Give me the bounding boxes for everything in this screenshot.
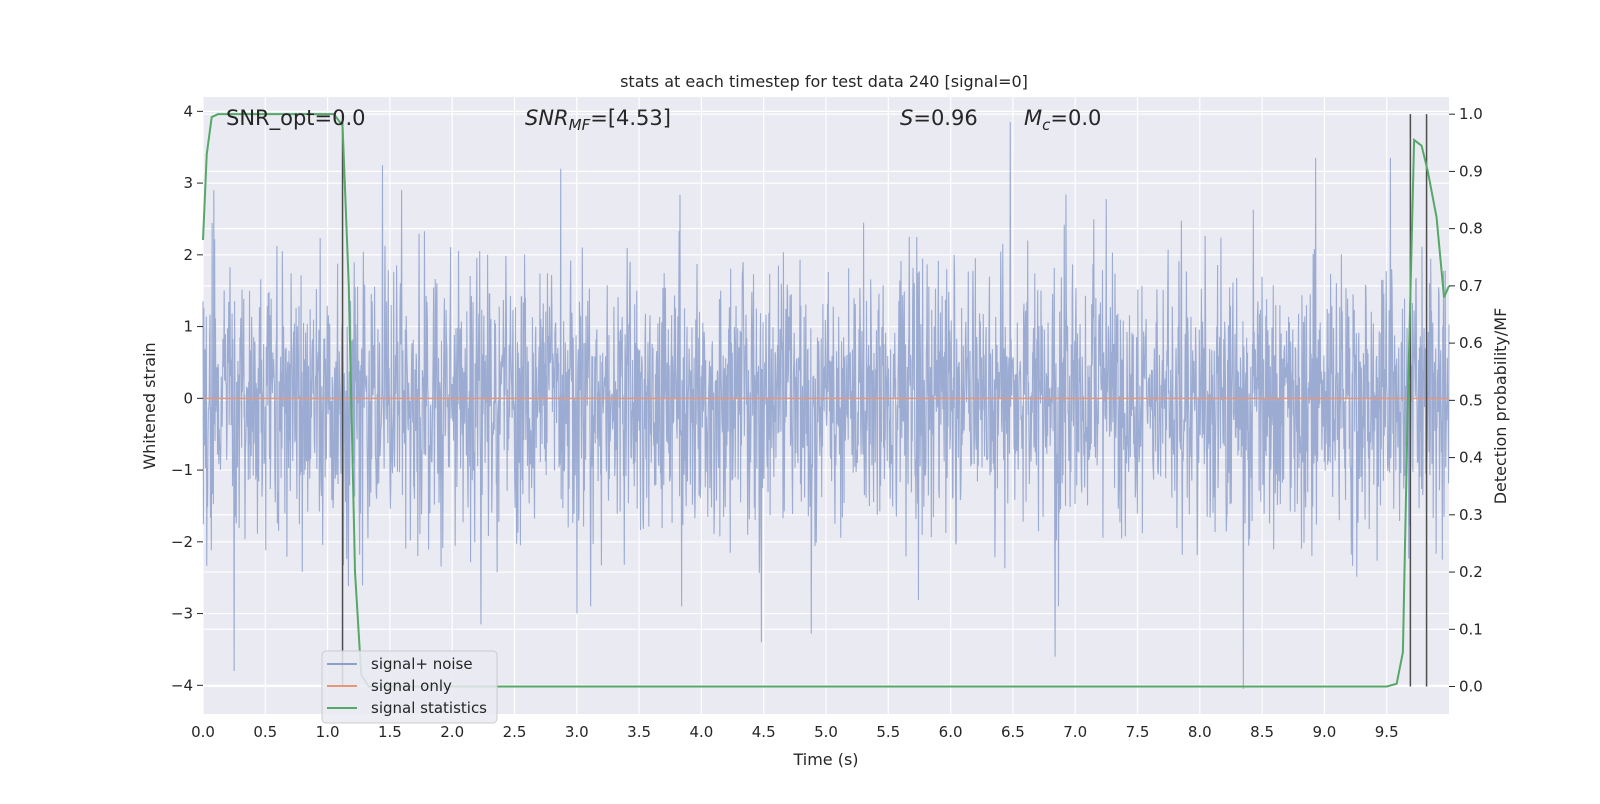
x-tick-label: 6.0 xyxy=(939,723,963,741)
left-axis-ticks: 4 3 2 1 0 −1 −2 −3 −4 xyxy=(171,102,203,694)
legend: signal+ noise signal only signal statist… xyxy=(321,650,498,724)
y2-tick-label: 0.7 xyxy=(1459,277,1483,295)
legend-box xyxy=(321,650,498,724)
x-tick-label: 2.5 xyxy=(503,723,527,741)
x-tick-label: 1.5 xyxy=(378,723,402,741)
x-tick-label: 7.5 xyxy=(1126,723,1150,741)
y-tick-label: 1 xyxy=(183,318,193,336)
signal-plus-noise-line xyxy=(202,122,1450,689)
annotation-mc-sub: c xyxy=(1042,116,1051,134)
x-tick-label: 3.0 xyxy=(565,723,589,741)
x-tick-label: 4.5 xyxy=(752,723,776,741)
y2-tick-label: 0.1 xyxy=(1459,620,1483,638)
y2-tick-label: 0.0 xyxy=(1459,678,1483,696)
y-tick-label: −2 xyxy=(171,533,193,551)
x-tick-label: 0.5 xyxy=(253,723,277,741)
y-tick-label: −3 xyxy=(171,605,193,623)
x-tick-label: 8.0 xyxy=(1188,723,1212,741)
y2-axis-label: Detection probability/MF xyxy=(1491,308,1510,505)
x-tick-label: 1.0 xyxy=(316,723,340,741)
annotation-mc-main: M xyxy=(1024,106,1042,130)
y2-tick-label: 0.3 xyxy=(1459,506,1483,524)
annotation-mc: Mc=0.0 xyxy=(1024,106,1101,134)
annotation-s-label: S xyxy=(900,106,913,130)
y2-tick-label: 0.5 xyxy=(1459,391,1483,409)
x-tick-label: 9.0 xyxy=(1312,723,1336,741)
annotation-s: S=0.96 xyxy=(900,106,978,130)
chart-title: stats at each timestep for test data 240… xyxy=(620,72,1028,91)
annotation-snr-mf-main: SNR xyxy=(525,106,569,130)
y-tick-label: 3 xyxy=(183,174,193,192)
legend-label-signal-only: signal only xyxy=(371,677,452,695)
y2-tick-label: 0.6 xyxy=(1459,334,1483,352)
y2-tick-label: 0.9 xyxy=(1459,162,1483,180)
y-tick-label: 0 xyxy=(183,389,193,407)
x-tick-label: 2.0 xyxy=(440,723,464,741)
x-tick-label: 0.0 xyxy=(191,723,215,741)
y-tick-label: 4 xyxy=(183,102,193,120)
y-axis-label: Whitened strain xyxy=(140,342,159,469)
series-signal-plus-noise xyxy=(202,122,1450,689)
annotation-snr-mf-sub: MF xyxy=(569,116,591,134)
annotation-s-value: =0.96 xyxy=(913,106,977,130)
x-tick-label: 5.5 xyxy=(876,723,900,741)
y2-tick-label: 1.0 xyxy=(1459,105,1483,123)
y-tick-label: −1 xyxy=(171,461,193,479)
legend-label-signal-statistics: signal statistics xyxy=(371,699,487,717)
legend-label-signal-plus-noise: signal+ noise xyxy=(371,655,473,673)
x-tick-label: 4.0 xyxy=(689,723,713,741)
x-tick-label: 5.0 xyxy=(814,723,838,741)
y2-tick-label: 0.4 xyxy=(1459,449,1483,467)
x-tick-label: 7.0 xyxy=(1063,723,1087,741)
x-tick-label: 3.5 xyxy=(627,723,651,741)
annotation-snr-mf: SNRMF=[4.53] xyxy=(525,106,671,134)
annotation-snr-mf-value: =[4.53] xyxy=(590,106,671,130)
y2-tick-label: 0.8 xyxy=(1459,220,1483,238)
x-axis-label: Time (s) xyxy=(792,750,858,769)
x-tick-label: 9.5 xyxy=(1375,723,1399,741)
y-tick-label: −4 xyxy=(171,676,193,694)
annotation-snr-opt: SNR_opt=0.0 xyxy=(226,106,366,131)
x-tick-label: 6.5 xyxy=(1001,723,1025,741)
x-tick-label: 8.5 xyxy=(1250,723,1274,741)
y2-tick-label: 0.2 xyxy=(1459,563,1483,581)
vertical-markers xyxy=(341,114,1428,687)
right-axis-ticks: 1.0 0.9 0.8 0.7 0.6 0.5 0.4 0.3 0.2 0.1 0.0 xyxy=(1449,105,1483,696)
annotation-mc-value: =0.0 xyxy=(1050,106,1101,130)
y-tick-label: 2 xyxy=(183,246,193,264)
x-axis-ticks: 0.0 0.5 1.0 1.5 2.0 2.5 3.0 3.5 4.0 4.5 5.0 5.5 6.0 6… xyxy=(191,723,1399,741)
